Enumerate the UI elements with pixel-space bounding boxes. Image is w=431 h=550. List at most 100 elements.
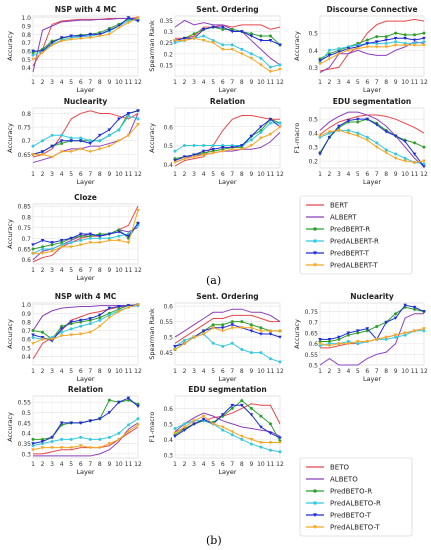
data-point <box>98 313 102 317</box>
data-point <box>78 37 83 41</box>
data-point <box>117 128 121 132</box>
chart-a-0: 0.40.50.60.70.80.91.01 2 3 4 5 6 7 8 9 10 11 12NSP … <box>6 5 142 94</box>
data-point <box>41 330 45 334</box>
series-line-PredALBETO-T <box>174 415 280 443</box>
data-point <box>318 59 322 63</box>
data-point <box>117 230 121 234</box>
data-point <box>31 247 35 251</box>
data-point <box>78 147 83 151</box>
data-point <box>31 437 35 441</box>
data-point <box>98 437 102 441</box>
y-tick-label: 0.6 <box>163 406 173 413</box>
data-point <box>126 304 131 308</box>
data-point <box>60 330 64 334</box>
x-tick-label: 11 <box>267 368 275 375</box>
series-line-ALBERT <box>319 41 425 74</box>
data-point <box>59 150 64 154</box>
data-point <box>318 62 322 66</box>
legend-label: PredBERT-T <box>330 250 370 258</box>
data-point <box>31 251 35 256</box>
data-point <box>117 310 121 314</box>
y-tick-label: 0.7 <box>21 138 31 145</box>
data-point <box>88 317 93 321</box>
chart-b-9: 0.50.550.60.650.70.751 2 3 4 5 6 7 8 9 10 11 12Nucl… <box>293 292 428 383</box>
x-tick-label: 7 <box>88 79 92 86</box>
x-tick-label: 5 <box>69 79 73 86</box>
data-point <box>394 31 398 35</box>
data-point <box>201 153 206 157</box>
x-tick-label: 9 <box>394 79 398 86</box>
legend-label: PredBETO-T <box>330 512 372 520</box>
series-line-PredALBETO-T <box>174 327 280 350</box>
caption-a: (a) <box>206 274 222 287</box>
data-point <box>412 161 417 165</box>
data-point <box>365 38 369 42</box>
legend-label: PredALBERT-T <box>330 262 378 270</box>
data-point <box>230 320 234 324</box>
data-point <box>40 239 45 243</box>
data-point <box>221 428 225 432</box>
series-line-PredBERT-T <box>32 110 139 155</box>
x-tick-label: 4 <box>60 267 64 274</box>
data-point <box>69 446 73 450</box>
x-tick-label: 7 <box>375 171 379 178</box>
data-point <box>327 344 332 348</box>
data-point <box>356 134 360 138</box>
y-tick-label: 0.3 <box>163 29 173 36</box>
data-point <box>259 63 263 67</box>
x-tick-label: 5 <box>211 368 215 375</box>
data-point <box>211 341 215 345</box>
data-point <box>31 329 35 333</box>
x-tick-label: 1 <box>173 171 177 178</box>
data-point <box>88 232 93 236</box>
chart-title: NSP with 4 MC <box>55 5 117 14</box>
legend-b: BETO ALBETO PredBETO-R PredALBETO-R PredBETO… <box>299 457 413 537</box>
data-point <box>201 332 206 336</box>
x-axis-label: Layer <box>76 375 94 383</box>
data-point <box>182 157 187 161</box>
data-point <box>107 28 112 32</box>
data-point <box>356 331 360 335</box>
data-point <box>230 406 234 410</box>
data-point <box>327 337 332 342</box>
x-tick-label: 9 <box>107 171 111 178</box>
data-point <box>31 243 35 247</box>
y-axis-label: Accuracy <box>6 219 14 249</box>
y-tick-label: 0.6 <box>21 257 31 264</box>
y-tick-label: 0.8 <box>21 111 31 118</box>
y-tick-label: 0.35 <box>160 18 174 25</box>
data-point <box>375 325 379 329</box>
y-tick-label: 1.0 <box>21 302 31 309</box>
data-point <box>69 421 73 425</box>
data-point <box>59 36 64 40</box>
data-point <box>78 232 83 236</box>
y-tick-label: 0.45 <box>160 350 174 357</box>
data-point <box>202 144 206 147</box>
data-point <box>249 442 253 446</box>
series-line-ALBETO <box>174 412 281 437</box>
data-point <box>50 435 54 440</box>
data-point <box>375 35 379 39</box>
data-point <box>327 57 332 61</box>
x-tick-label: 10 <box>115 368 123 375</box>
y-tick-label: 0.85 <box>18 204 32 211</box>
y-tick-label: 0.4 <box>21 65 31 72</box>
data-point <box>337 50 341 54</box>
data-point <box>268 39 273 43</box>
x-tick-label: 1 <box>173 79 177 86</box>
data-point <box>365 340 370 344</box>
data-point <box>88 322 92 326</box>
data-point <box>78 444 83 448</box>
data-point <box>173 149 177 153</box>
x-tick-label: 3 <box>50 368 54 375</box>
x-tick-label: 6 <box>365 368 369 375</box>
y-axis-label: F1-macro <box>293 123 301 154</box>
y-tick-label: 0.9 <box>21 24 31 31</box>
data-point <box>60 241 64 245</box>
data-point <box>79 136 83 140</box>
data-point <box>31 144 35 148</box>
data-point <box>393 333 398 337</box>
data-point <box>240 348 244 351</box>
data-point <box>220 149 225 153</box>
chart-title: Nuclearity <box>64 97 108 106</box>
